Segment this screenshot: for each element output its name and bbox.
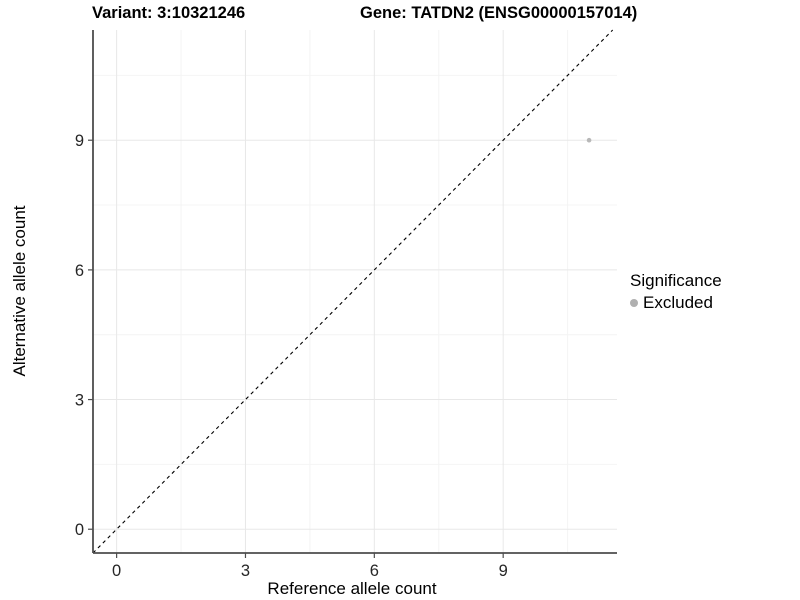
plot-title-gene: Gene: TATDN2 (ENSG00000157014) <box>360 4 638 22</box>
y-tick-label: 6 <box>75 262 84 280</box>
legend-items: Excluded <box>630 293 722 313</box>
data-point-excluded <box>586 137 592 143</box>
x-tick-label: 3 <box>241 562 250 580</box>
plot-title-variant: Variant: 3:10321246 <box>92 4 246 22</box>
x-tick-label: 9 <box>499 562 508 580</box>
y-tick-label: 3 <box>75 392 84 410</box>
y-tick-label: 0 <box>75 521 84 539</box>
x-axis-title: Reference allele count <box>267 579 437 598</box>
y-tick-label: 9 <box>75 132 84 150</box>
x-tick-label: 6 <box>370 562 379 580</box>
legend: Significance Excluded <box>630 271 722 313</box>
legend-item-label: Excluded <box>643 293 713 312</box>
y-axis-title: Alternative allele count <box>10 205 29 377</box>
legend-title: Significance <box>630 271 722 290</box>
legend-item: Excluded <box>630 293 722 313</box>
x-tick-label: 0 <box>112 562 121 580</box>
legend-dot-icon <box>630 299 638 307</box>
panel-background <box>93 30 617 553</box>
